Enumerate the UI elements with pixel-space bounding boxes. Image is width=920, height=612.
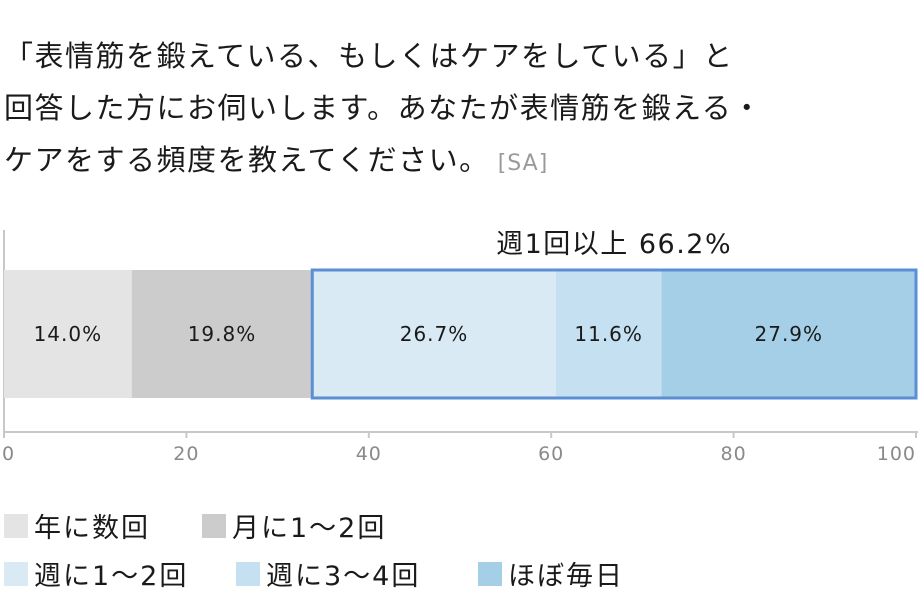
data-label-2: 26.7% <box>400 322 469 346</box>
data-label-3: 11.6% <box>574 322 643 346</box>
bar-segment-4 <box>661 270 916 398</box>
question-line-1: 「表情筋を鍛えている、もしくはケアをしている」と <box>4 39 734 73</box>
group-label-weekly-plus: 週1回以上 66.2% <box>496 229 732 260</box>
legend-item-weekly34: 週に3～4回 <box>236 554 420 593</box>
legend-swatch-weekly12 <box>4 561 28 586</box>
legend-swatch-yearly <box>4 513 28 538</box>
legend-item-yearly: 年に数回 <box>4 506 150 545</box>
legend-label-monthly: 月に1～2回 <box>232 513 387 544</box>
legend-item-monthly: 月に1～2回 <box>202 506 386 545</box>
data-label-0: 14.0% <box>34 322 103 346</box>
data-label-1: 19.8% <box>188 322 257 346</box>
legend-item-weekly12: 週に1～2回 <box>4 554 188 593</box>
bar-segment-1 <box>131 270 313 398</box>
x-tick-label-5: 100 <box>877 443 916 465</box>
x-tick-label-0: 0 <box>2 443 15 465</box>
bar-segment-0 <box>4 270 132 398</box>
group-outline-weekly-plus <box>310 268 918 400</box>
legend-swatch-weekly34 <box>236 561 260 586</box>
question-line-3: ケアをする頻度を教えてください。 [SA] <box>4 134 904 190</box>
legend: 年に数回 月に1～2回 週に1～2回 週に3～4回 ほぼ毎日 <box>0 506 920 606</box>
data-label-4: 27.9% <box>755 322 824 346</box>
legend-label-daily: ほぼ毎日 <box>508 561 624 592</box>
legend-swatch-monthly <box>202 513 226 538</box>
legend-swatch-daily <box>478 561 502 586</box>
x-tick-label-2: 40 <box>356 443 382 465</box>
question-line-3-text: ケアをする頻度を教えてください。 <box>4 143 490 177</box>
x-tick-label-1: 20 <box>173 443 199 465</box>
legend-label-weekly34: 週に3～4回 <box>266 561 421 592</box>
x-tick-label-3: 60 <box>538 443 564 465</box>
bar-segment-2 <box>312 270 556 398</box>
legend-label-weekly12: 週に1～2回 <box>34 561 189 592</box>
stacked-bar-chart: 14.0% 19.8% 26.7% 11.6% 27.9% 週1回以上 66.2% 0 20 4… <box>2 229 918 465</box>
x-tick-label-4: 80 <box>721 443 747 465</box>
question-text: 「表情筋を鍛えている、もしくはケアをしている」と 回答した方にお伺いします。あな… <box>4 30 904 190</box>
legend-label-yearly: 年に数回 <box>34 513 150 544</box>
answer-type-tag: [SA] <box>497 151 549 176</box>
bar-segment-3 <box>555 270 662 398</box>
legend-item-daily: ほぼ毎日 <box>478 554 624 593</box>
question-line-2: 回答した方にお伺いします。あなたが表情筋を鍛える・ <box>4 91 763 125</box>
